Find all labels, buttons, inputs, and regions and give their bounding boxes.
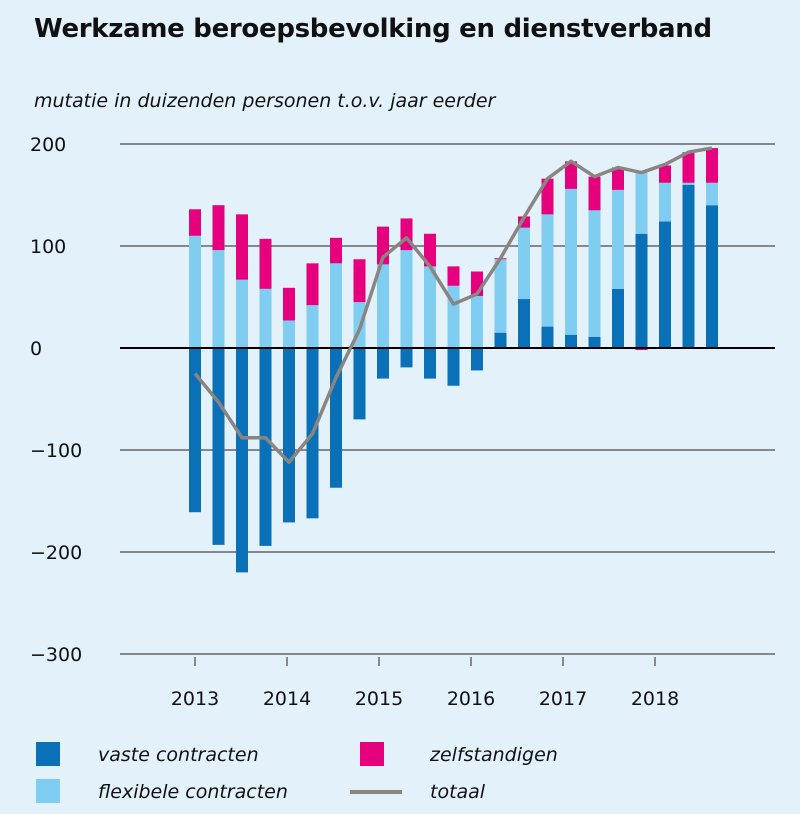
bar-flexibele [259, 288, 272, 348]
x-tick-label: 2018 [631, 688, 679, 710]
bar-flexibele [565, 188, 577, 335]
bar-vaste [541, 326, 554, 348]
bar-vaste [494, 332, 507, 348]
x-tick-label: 2017 [539, 688, 587, 710]
bar-flexibele [706, 182, 718, 206]
bar-zelfstandigen [682, 152, 695, 183]
bars [189, 148, 718, 573]
bar-zelfstandigen [306, 263, 319, 306]
bar-vaste [565, 334, 577, 348]
x-tick-label: 2015 [355, 688, 403, 710]
bar-flexibele [612, 189, 624, 289]
y-tick-label: 100 [30, 236, 66, 258]
bar-zelfstandigen [518, 216, 530, 228]
bar-flexibele [682, 182, 695, 185]
bar-vaste [424, 348, 436, 379]
bar-zelfstandigen [659, 165, 671, 183]
bar-flexibele [283, 320, 295, 348]
bar-vaste [635, 233, 648, 348]
legend: vaste contracten zelfstandigen flexibele c… [36, 742, 558, 803]
bar-zelfstandigen [353, 259, 366, 303]
legend-label: flexibele contracten [98, 781, 288, 803]
bar-vaste [447, 348, 460, 386]
bar-vaste [612, 288, 624, 348]
y-tick-label: −100 [30, 440, 82, 462]
bar-vaste [189, 348, 201, 513]
bar-vaste [377, 348, 389, 379]
bar-vaste [518, 299, 530, 348]
bar-flexibele [659, 182, 671, 222]
totaal-series-line [193, 146, 713, 464]
bar-vaste [659, 221, 671, 348]
bar-vaste [400, 348, 413, 368]
y-tick-label: 200 [30, 134, 66, 156]
bar-flexibele [588, 210, 601, 337]
bar-zelfstandigen [424, 233, 436, 267]
bar-flexibele [518, 227, 530, 300]
y-tick-label: −200 [30, 542, 82, 564]
legend-label: zelfstandigen [429, 744, 558, 766]
bar-vaste [236, 348, 248, 573]
bar-vaste [283, 348, 295, 523]
x-tick-label: 2016 [447, 688, 495, 710]
bar-flexibele [400, 250, 413, 348]
y-tick-label: −300 [30, 644, 82, 666]
bar-zelfstandigen [259, 238, 272, 289]
bar-flexibele [330, 263, 342, 348]
bar-vaste [353, 348, 366, 420]
x-tick-labels: 2013 2014 2015 2016 2017 2018 [171, 657, 679, 710]
totaal-line [193, 146, 713, 464]
bar-flexibele [424, 266, 436, 348]
bar-zelfstandigen [612, 167, 624, 190]
bar-flexibele [306, 305, 319, 348]
chart-subtitle: mutatie in duizenden personen t.o.v. jaa… [34, 90, 496, 112]
bar-flexibele [377, 264, 389, 348]
bar-vaste [682, 184, 695, 348]
x-tick-label: 2014 [263, 688, 311, 710]
y-tick-label: 0 [30, 338, 42, 360]
bar-zelfstandigen [588, 176, 601, 211]
bar-vaste [259, 348, 272, 546]
legend-label: vaste contracten [98, 744, 259, 766]
bar-flexibele [541, 214, 554, 327]
bar-zelfstandigen [447, 266, 460, 286]
y-tick-labels: 200 100 0 −100 −200 −300 [30, 134, 82, 666]
legend-swatch-vaste [36, 742, 60, 766]
bar-zelfstandigen [565, 161, 577, 189]
bar-flexibele [236, 279, 248, 348]
bar-vaste [212, 348, 225, 545]
bar-zelfstandigen [541, 178, 554, 215]
legend-swatch-flexibele [36, 779, 60, 803]
bar-zelfstandigen [189, 209, 201, 236]
bar-flexibele [494, 259, 507, 333]
bar-flexibele [212, 250, 225, 348]
bar-flexibele [471, 295, 483, 348]
bar-zelfstandigen [635, 348, 648, 351]
bar-zelfstandigen [283, 287, 295, 321]
bar-zelfstandigen [236, 214, 248, 280]
bar-vaste [706, 205, 718, 348]
bar-flexibele [635, 172, 648, 234]
bar-vaste [471, 348, 483, 371]
bar-zelfstandigen [706, 148, 718, 183]
x-tick-label: 2013 [171, 688, 219, 710]
legend-label: totaal [430, 781, 486, 803]
bar-zelfstandigen [212, 205, 225, 251]
legend-swatch-zelfstandigen [360, 742, 384, 766]
bar-vaste [588, 336, 601, 348]
chart-title: Werkzame beroepsbevolking en dienstverba… [34, 14, 712, 44]
bar-flexibele [189, 235, 201, 348]
bar-zelfstandigen [330, 237, 342, 264]
